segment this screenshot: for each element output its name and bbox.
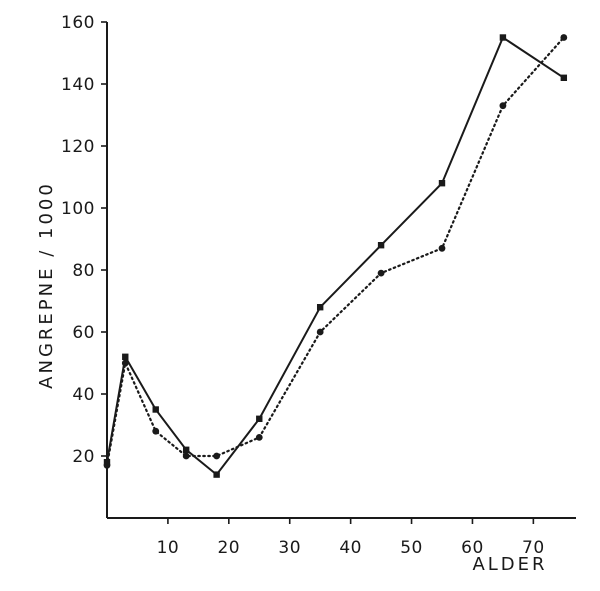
y-tick-label: 100 xyxy=(61,199,95,219)
series-1-point xyxy=(213,471,220,478)
y-tick-label: 160 xyxy=(61,13,95,33)
x-tick-label: 20 xyxy=(217,538,240,558)
x-tick-label: 40 xyxy=(339,538,362,558)
series-1-point xyxy=(560,74,568,81)
series-1-point xyxy=(182,446,190,453)
y-tick-label: 80 xyxy=(72,261,95,281)
series-2-point xyxy=(499,102,507,110)
series-2-point xyxy=(438,244,446,252)
y-ticks: 20 40 60 80 100 120 140 160 xyxy=(61,13,107,467)
series-2-point xyxy=(103,461,111,469)
x-tick-label: 30 xyxy=(278,538,301,558)
series-1-point xyxy=(122,353,129,360)
y-tick-label: 60 xyxy=(72,323,95,343)
series-2-point xyxy=(560,34,568,41)
series-2-point xyxy=(316,328,324,336)
series-1-point xyxy=(152,406,159,413)
series-1-line xyxy=(106,35,565,477)
y-tick-label: 120 xyxy=(61,137,95,157)
y-tick-label: 40 xyxy=(72,385,95,405)
series-2-point xyxy=(152,427,160,435)
y-tick-label: 140 xyxy=(61,75,95,95)
series-2-point xyxy=(377,269,385,277)
x-ticks: 10 20 30 40 50 60 70 xyxy=(157,518,545,558)
y-axis-label: ANGREPNE / 1000 xyxy=(36,181,57,389)
x-axis-label: ALDER xyxy=(472,554,547,575)
series-2-line xyxy=(105,36,565,467)
series-layer xyxy=(103,34,568,478)
x-tick-label: 60 xyxy=(461,538,484,558)
x-tick-label: 70 xyxy=(522,538,545,558)
series-2-point xyxy=(255,434,263,441)
x-tick-label: 50 xyxy=(400,538,423,558)
x-tick-label: 10 xyxy=(157,538,180,558)
series-2-point xyxy=(213,452,221,460)
series-1-point xyxy=(499,34,507,41)
series-1-point xyxy=(377,242,385,249)
series-1-point xyxy=(316,304,324,311)
series-2-point xyxy=(182,452,190,460)
y-tick-label: 20 xyxy=(72,447,95,467)
series-2-point xyxy=(121,359,129,367)
series-1-point xyxy=(256,415,263,422)
series-1-point xyxy=(438,180,446,187)
axes xyxy=(106,22,576,519)
